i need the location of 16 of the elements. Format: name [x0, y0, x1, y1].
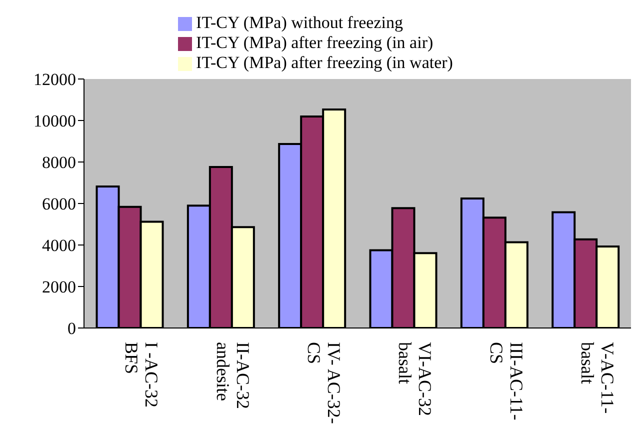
y-tick-label: 10000	[34, 112, 76, 131]
y-tick-label: 2000	[42, 278, 76, 297]
legend-label: IT-CY (MPa) after freezing (in air)	[196, 33, 434, 52]
y-tick-label: 12000	[34, 70, 76, 90]
y-tick-label: 0	[68, 319, 76, 338]
x-tick-label: VI-AC-32 basalt	[395, 342, 436, 416]
x-tick-label: IV- AC-32- CS	[304, 342, 344, 424]
x-tick-label: III-AC-11- CS	[486, 342, 526, 420]
x-tick-label: V-AC-11- basalt	[577, 342, 618, 414]
y-tick-label: 8000	[42, 153, 76, 172]
y-tick-label: 4000	[42, 236, 76, 256]
legend-label: IT-CY (MPa) after freezing (in water)	[196, 53, 453, 72]
x-tick-label: I -AC-32 BFS	[122, 342, 162, 408]
y-tick-label: 6000	[42, 194, 76, 214]
legend-label: IT-CY (MPa) without freezing	[196, 13, 403, 32]
x-tick-label: II-AC-32 andesite	[212, 342, 253, 409]
